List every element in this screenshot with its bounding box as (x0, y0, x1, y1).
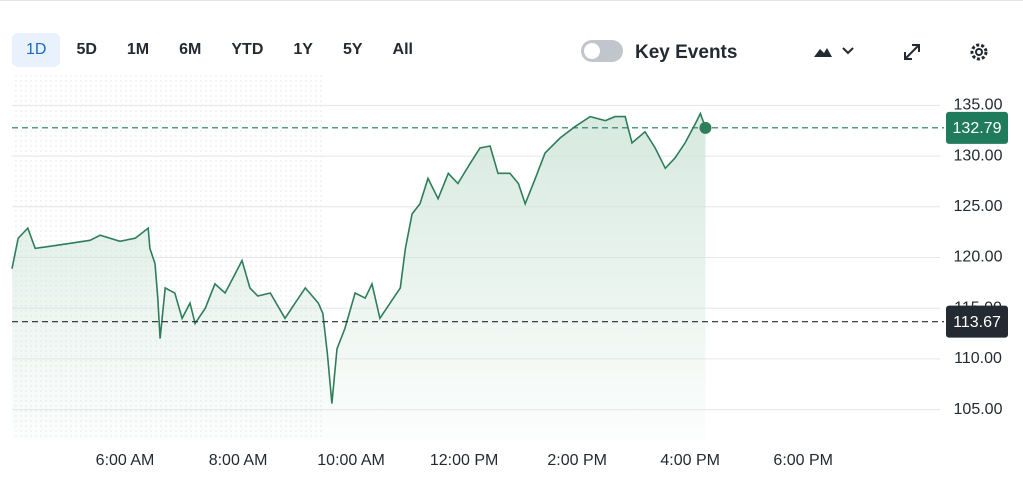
range-button[interactable]: 5Y (342, 41, 363, 58)
range-button[interactable]: 5D (76, 41, 97, 58)
price-tag (946, 111, 1008, 144)
x-tick-label: 6:00 PM (773, 452, 833, 469)
range-button[interactable]: 1Y (293, 41, 313, 58)
x-tick-label: 6:00 AM (96, 452, 155, 469)
y-tick-label: 120.00 (954, 249, 1003, 266)
expand-icon[interactable] (904, 44, 920, 60)
range-button[interactable]: All (392, 41, 413, 58)
x-tick-label: 12:00 PM (430, 452, 498, 469)
toggle-label: Key Events (635, 42, 738, 63)
y-tick-label: 135.00 (954, 97, 1003, 114)
range-button[interactable]: 1D (12, 33, 61, 67)
area (12, 113, 706, 440)
x-tick-label: 4:00 PM (660, 452, 720, 469)
toggle[interactable] (581, 40, 623, 62)
range-button[interactable]: YTD (231, 41, 264, 58)
dropdown-icon[interactable] (842, 47, 854, 55)
x-tick-label: 2:00 PM (547, 452, 607, 469)
y-tick-label: 105.00 (954, 401, 1003, 418)
top-border (0, 0, 1023, 3)
y-tick-label: 130.00 (954, 147, 1003, 164)
price-line (11, 111, 707, 404)
y-tick-label: 110.00 (954, 350, 1002, 367)
settings-icon[interactable] (970, 43, 988, 61)
chart-type-icon[interactable] (814, 48, 832, 57)
x-tick-label: 10:00 AM (317, 452, 385, 469)
range-button[interactable]: 1M (126, 41, 150, 58)
price-tag-label: 113.67 (953, 314, 1001, 331)
settings-icon-center (975, 48, 983, 56)
range-bar: 1D 5D 1M 6M YTD 1Y 5Y All (12, 33, 429, 67)
range-button[interactable]: 6M (179, 41, 202, 58)
price-tag (946, 305, 1008, 338)
icons (814, 43, 988, 61)
x-tick-label: 8:00 AM (209, 452, 268, 469)
last-point (699, 121, 712, 134)
y-tick-label: 125.00 (954, 198, 1003, 215)
price-tag-label: 132.79 (953, 120, 1002, 137)
